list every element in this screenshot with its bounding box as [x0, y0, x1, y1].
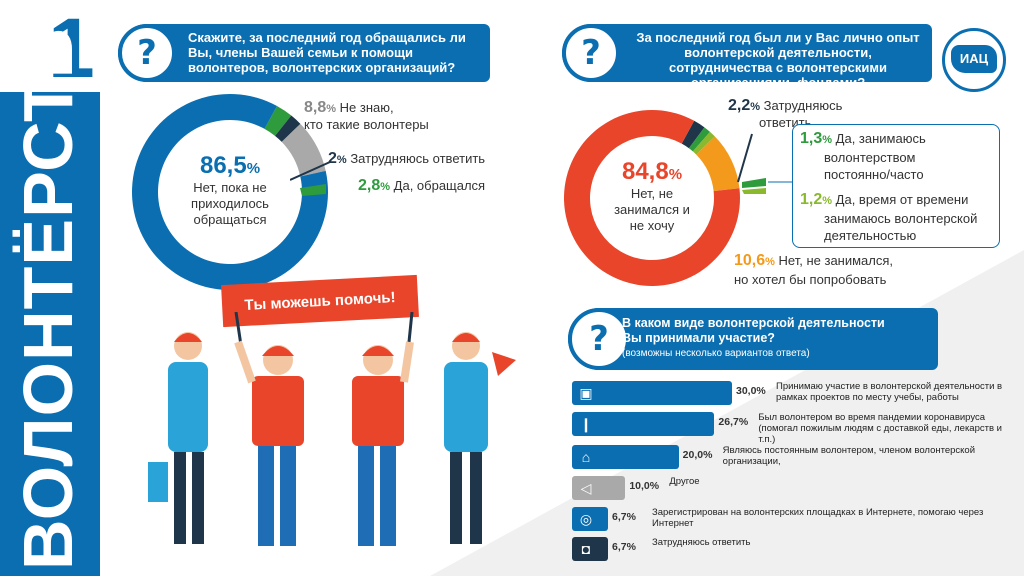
donut2-slice-1: [688, 127, 711, 152]
activity-bar: ◘: [572, 537, 608, 561]
donut2-slice-4: [564, 109, 740, 286]
activity-label: Зарегистрирован на волонтерских площадка…: [652, 507, 984, 529]
globe-icon: ◎: [579, 511, 593, 527]
activity-label: Принимаю участие в волонтерской деятельн…: [776, 381, 1003, 403]
donut-2-center-label: Нет, не занимался и не хочу: [614, 186, 690, 233]
q1-item-3: 2,8% Да, обращался: [358, 177, 486, 194]
activity-value: 6,7%: [612, 511, 636, 523]
question-3-note: (возможны несколько вариантов ответа): [622, 348, 810, 359]
megaphone-icon: ◁: [580, 480, 592, 496]
activity-label: Являюсь постоянным волонтером, членом во…: [722, 445, 976, 467]
section-number: 1: [48, 1, 95, 95]
q2-leader-lines: [737, 133, 792, 194]
activity-bar: ◁: [572, 476, 626, 500]
volunteer-boy-2: [352, 341, 414, 546]
question-3-line-1: В каком виде волонтерской деятельности: [622, 316, 885, 330]
activity-bar: ◎: [572, 507, 608, 531]
donut-2-center-sign: %: [668, 166, 683, 183]
activity-value: 26,7%: [718, 416, 749, 428]
q1-item-1: 8,8% Не знаю, кто такие волонтеры: [304, 99, 429, 133]
activity-value: 20,0%: [682, 449, 713, 461]
activity-label: Затрудняюсь ответить: [652, 537, 751, 548]
q1-item-2: 2% Затрудняюсь ответить: [328, 150, 486, 167]
activity-label: Был волонтером во время пандемии коронав…: [758, 412, 1002, 445]
donut1-slice-2: [281, 123, 326, 177]
donut-chart-1: [132, 94, 328, 291]
question-3-line-2: Вы принимали участие?: [622, 331, 775, 345]
thermometer-icon: ❙: [580, 416, 592, 432]
activity-label: Другое: [669, 476, 700, 487]
briefcase-icon: ▣: [579, 385, 593, 401]
lock-icon: ◘: [581, 541, 591, 557]
side-title: ВОЛОНТЁРСТВО: [9, 0, 87, 570]
donut-2-center: 84,8% Нет, не занимался и не хочу: [592, 158, 712, 234]
question-2-header: ? За последний год был ли у Вас лично оп…: [562, 24, 932, 90]
donut-1-center-value: 86,5: [199, 152, 247, 179]
activity-bar: ⌂: [572, 445, 679, 469]
activity-value: 6,7%: [612, 541, 636, 553]
q2-yes-bracket: [792, 124, 1000, 248]
activity-bar: ❙: [572, 412, 715, 436]
activity-value: 30,0%: [736, 385, 766, 397]
volunteer-girl-1: [148, 332, 208, 544]
side-band: [0, 92, 100, 576]
q2-item-3: 1,2% Да, время от времени занимаюсь воло…: [800, 191, 978, 243]
donut2-slice-3: [696, 136, 740, 192]
question-1-text: Скажите, за последний год обращались ли …: [188, 30, 466, 75]
q2-item-2: 1,3% Да, занимаюсь волонтерством постоян…: [800, 130, 926, 182]
question-icon: ?: [562, 24, 620, 82]
donut2-slice-0: [681, 120, 705, 149]
logo-text: ИАЦ: [951, 45, 997, 73]
donut-1-center-label: Нет, пока не приходилось обращаться: [191, 180, 269, 227]
donut1-slice-0: [264, 105, 292, 136]
q2-item-4: 10,6% Нет, не занимался, но хотел бы поп…: [734, 252, 894, 287]
question-3-header: ? В каком виде волонтерской деятельности…: [568, 308, 938, 370]
home-icon: ⌂: [581, 449, 591, 465]
donut-1-center-sign: %: [246, 160, 261, 177]
question-icon: ?: [568, 308, 630, 370]
donut-1-center: 86,5% Нет, пока не приходилось обращатьс…: [160, 152, 300, 228]
question-1-header: ? Скажите, за последний год обращались л…: [118, 24, 490, 82]
volunteer-girl-2: [444, 332, 516, 544]
activity-value: 10,0%: [629, 480, 660, 492]
donut1-slice-1: [275, 115, 301, 142]
volunteers-illustration: [148, 312, 516, 546]
question-icon: ?: [118, 24, 176, 82]
question-2-text: За последний год был ли у Вас лично опыт…: [636, 30, 920, 90]
volunteer-boy-1: [234, 340, 304, 546]
q1-leader-lines: [290, 161, 331, 196]
donut2-slice-2: [692, 131, 715, 155]
logo-iac: ИАЦ: [942, 28, 1006, 92]
donut-chart-2: [564, 109, 740, 286]
donut-2-center-value: 84,8: [621, 158, 669, 185]
activity-bar: ▣: [572, 381, 732, 405]
